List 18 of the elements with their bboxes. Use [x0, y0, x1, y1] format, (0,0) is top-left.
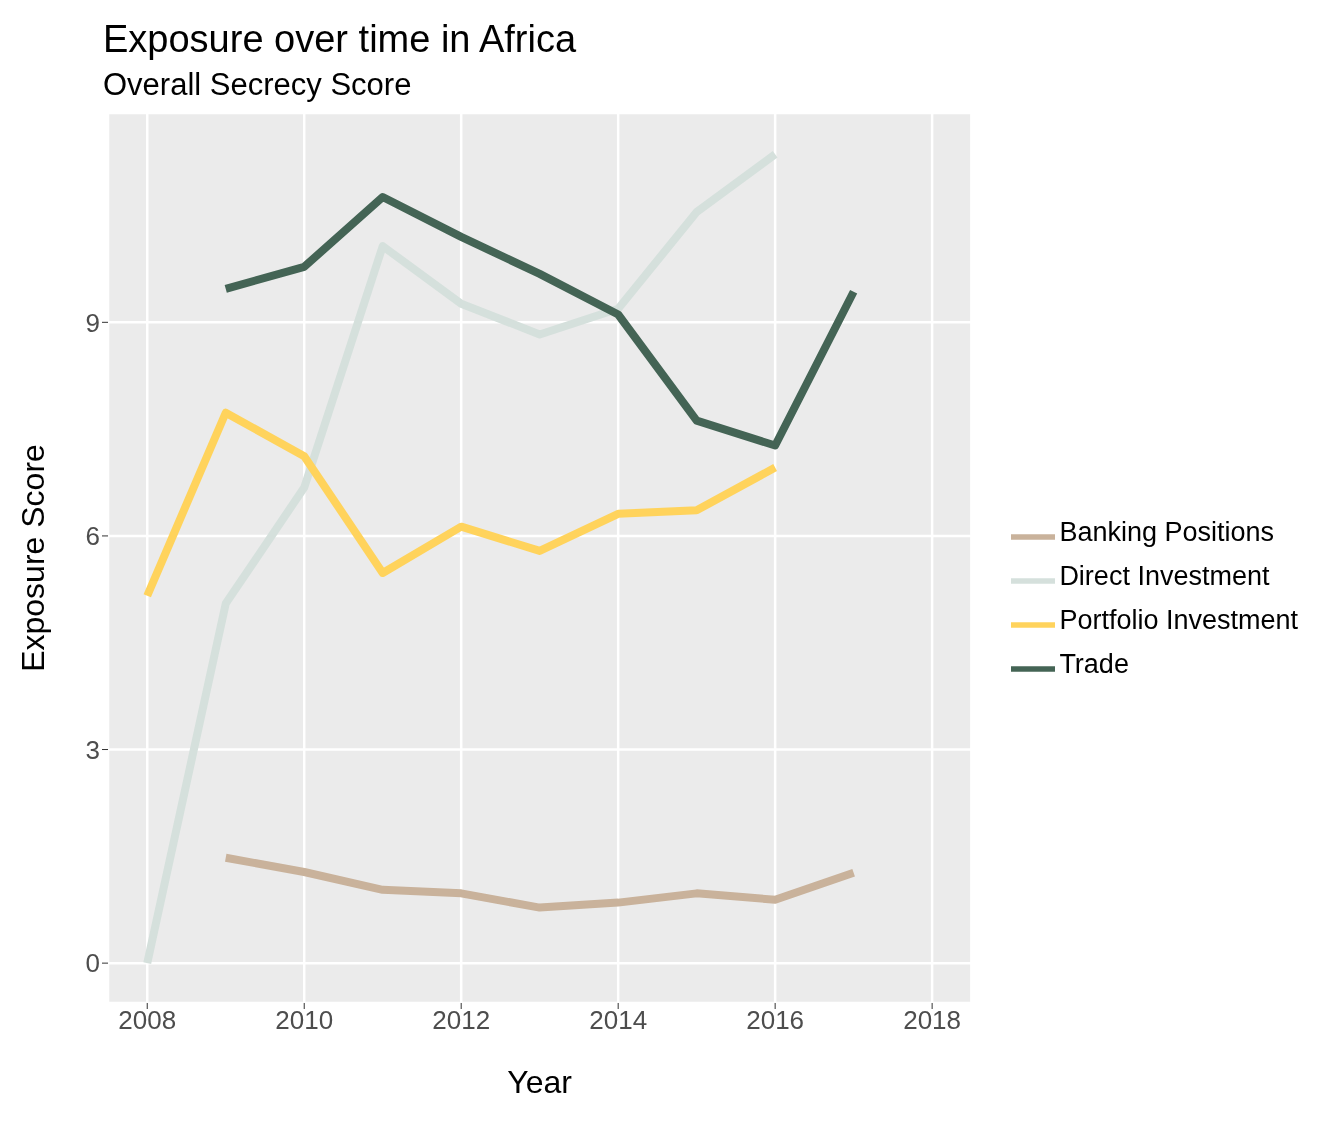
legend-label: Trade: [1059, 649, 1129, 680]
chart-subtitle: Overall Secrecy Score: [103, 67, 413, 103]
y-axis-title: Exposure Score: [15, 444, 52, 672]
x-axis-title: Year: [507, 1064, 573, 1100]
legend-label: Direct Investment: [1059, 561, 1270, 592]
y-tick-label: 9: [85, 307, 100, 338]
y-tick-label: 0: [85, 948, 100, 979]
y-tick-label: 6: [85, 521, 100, 552]
x-tick-label: 2008: [118, 1005, 177, 1036]
chart-title: Exposure over time in Africa: [103, 18, 578, 61]
x-tick-label: 2016: [746, 1005, 805, 1036]
y-tick-label: 3: [85, 734, 100, 765]
x-tick-label: 2014: [589, 1005, 648, 1036]
legend-label: Portfolio Investment: [1059, 605, 1298, 636]
legend-label: Banking Positions: [1059, 517, 1275, 548]
x-tick-label: 2018: [903, 1005, 962, 1036]
x-tick-label: 2010: [275, 1005, 334, 1036]
x-tick-label: 2012: [432, 1005, 491, 1036]
